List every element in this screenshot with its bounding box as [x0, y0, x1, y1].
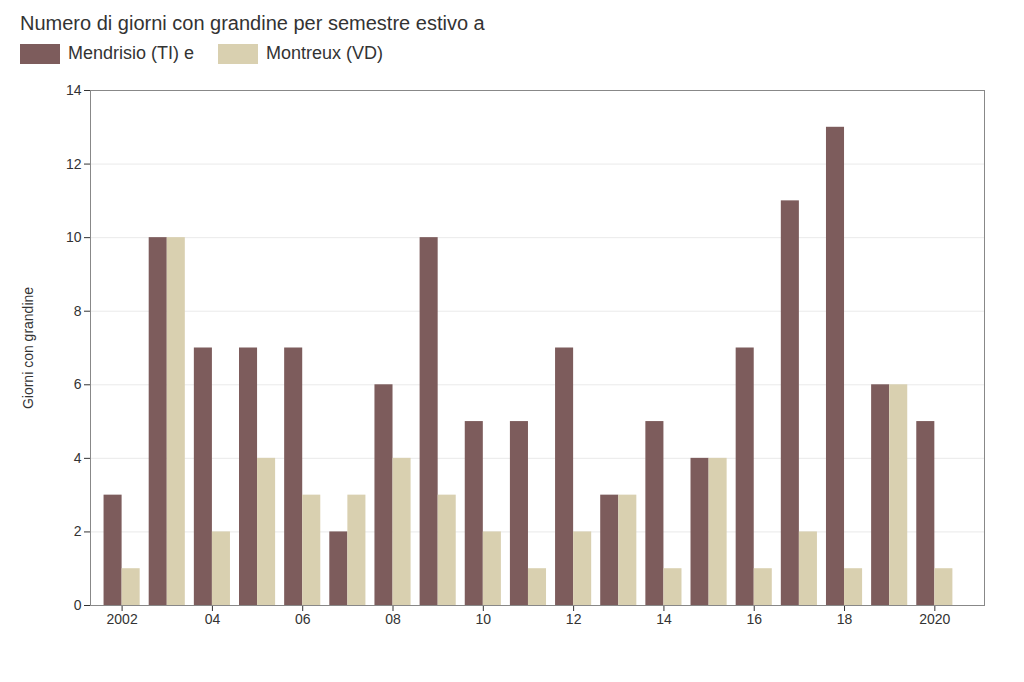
- svg-text:2020: 2020: [919, 611, 950, 627]
- html-text:Mendrisio (TI) e: Mendrisio (TI) e: [68, 43, 194, 63]
- svg-text:12: 12: [566, 611, 582, 627]
- svg-text:14: 14: [66, 82, 82, 98]
- svg-text:4: 4: [74, 450, 82, 466]
- svg-text:8: 8: [74, 303, 82, 319]
- svg-text:Giorni con grandine: Giorni con grandine: [20, 287, 36, 409]
- svg-text:16: 16: [746, 611, 762, 627]
- svg-text:10: 10: [66, 229, 82, 245]
- svg-text:08: 08: [385, 611, 401, 627]
- svg-text:04: 04: [205, 611, 221, 627]
- svg-text:14: 14: [656, 611, 672, 627]
- svg-text:2: 2: [74, 523, 82, 539]
- svg-text:12: 12: [66, 156, 82, 172]
- html-text:Montreux (VD): Montreux (VD): [266, 43, 384, 63]
- svg-text:0: 0: [74, 597, 82, 613]
- svg-text:06: 06: [295, 611, 311, 627]
- svg-text:18: 18: [837, 611, 853, 627]
- svg-text:6: 6: [74, 376, 82, 392]
- html-text:Numero di giorni con grandine: Numero di giorni con grandine per semest…: [20, 12, 485, 34]
- svg-text:2002: 2002: [107, 611, 138, 627]
- svg-text:10: 10: [476, 611, 492, 627]
